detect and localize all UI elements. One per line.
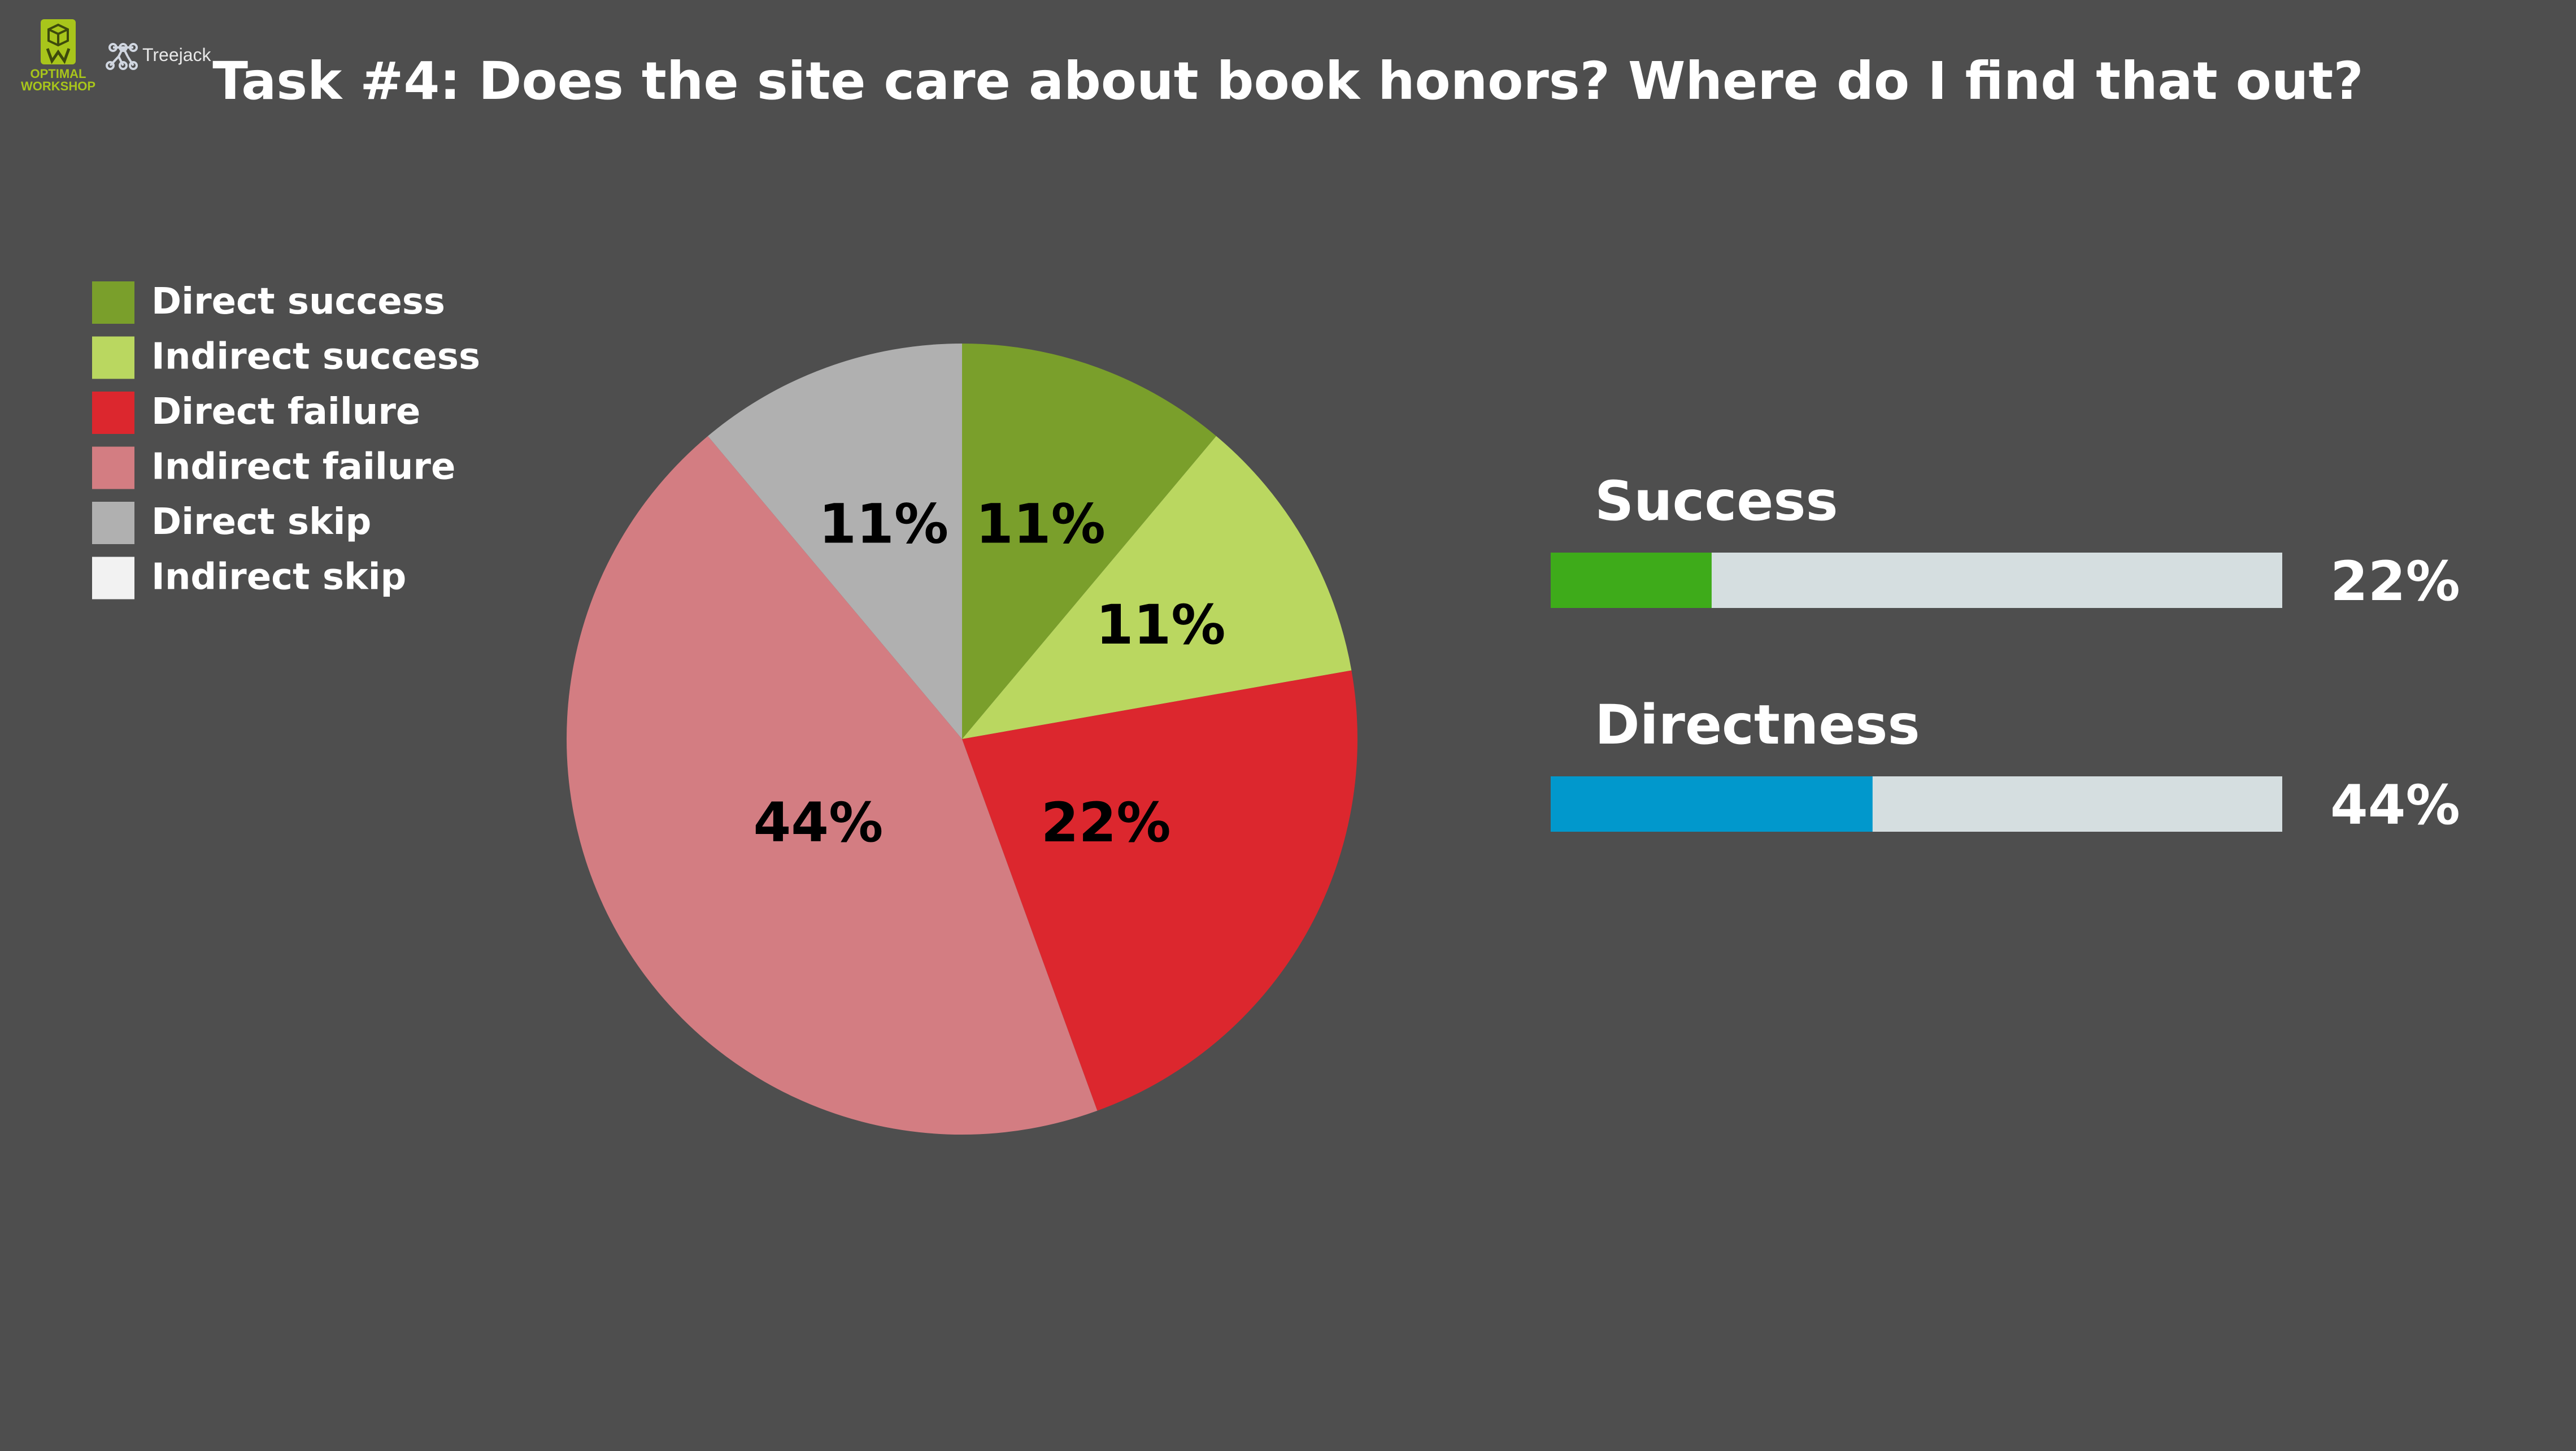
pie-slice-direct-failure: [962, 670, 1357, 1111]
legend-swatch-indirect-failure: [92, 446, 134, 489]
pie-slice-indirect-success: [962, 436, 1352, 739]
pie-label-indirect-failure: 44%: [753, 791, 883, 854]
legend-label-direct-skip: Direct skip: [151, 501, 371, 543]
legend-label-indirect-failure: Indirect failure: [151, 446, 455, 488]
legend-label-direct-failure: Direct failure: [151, 391, 420, 433]
logo-text-line2: WORKSHOP: [21, 79, 95, 93]
pie-label-direct-success: 11%: [976, 492, 1106, 555]
branding: OPTIMAL WORKSHOP Treejack: [21, 19, 212, 93]
legend-swatch-direct-skip: [92, 502, 134, 544]
metric-value-success: 22%: [2330, 550, 2460, 613]
pie-data-labels: 11% 11% 22% 44% 11%: [753, 492, 1225, 854]
metric-fill-directness: [1551, 776, 1873, 832]
pie-slice-direct-skip: [708, 344, 962, 739]
pie-slice-direct-success: [962, 344, 1216, 739]
legend-swatch-indirect-success: [92, 336, 134, 379]
logo-text-line1: OPTIMAL: [31, 67, 86, 81]
pie-slice-indirect-failure: [567, 436, 1098, 1135]
metric-title-directness: Directness: [1595, 693, 1920, 757]
metric-fill-success: [1551, 553, 1712, 608]
legend-label-indirect-success: Indirect success: [151, 336, 480, 378]
treejack-network-icon: [106, 43, 138, 70]
pie-label-direct-failure: 22%: [1041, 791, 1171, 854]
legend-label-indirect-skip: Indirect skip: [151, 557, 406, 598]
pie-label-direct-skip: 11%: [819, 492, 948, 555]
chart-title: Task #4: Does the site care about book h…: [212, 51, 2363, 111]
pie-legend: Direct success Indirect success Direct fai…: [92, 281, 480, 599]
legend-swatch-direct-success: [92, 281, 134, 324]
metric-title-success: Success: [1595, 470, 1838, 533]
legend-label-direct-success: Direct success: [151, 281, 445, 323]
metric-value-directness: 44%: [2330, 774, 2460, 837]
legend-swatch-indirect-skip: [92, 557, 134, 599]
pie-chart: [567, 344, 1357, 1135]
metric-bars: Success 22% Directness 44%: [1551, 470, 2460, 837]
legend-swatch-direct-failure: [92, 392, 134, 434]
product-name: Treejack: [142, 45, 212, 65]
optimal-workshop-logo-icon: [41, 19, 76, 64]
pie-label-indirect-success: 11%: [1096, 593, 1226, 657]
